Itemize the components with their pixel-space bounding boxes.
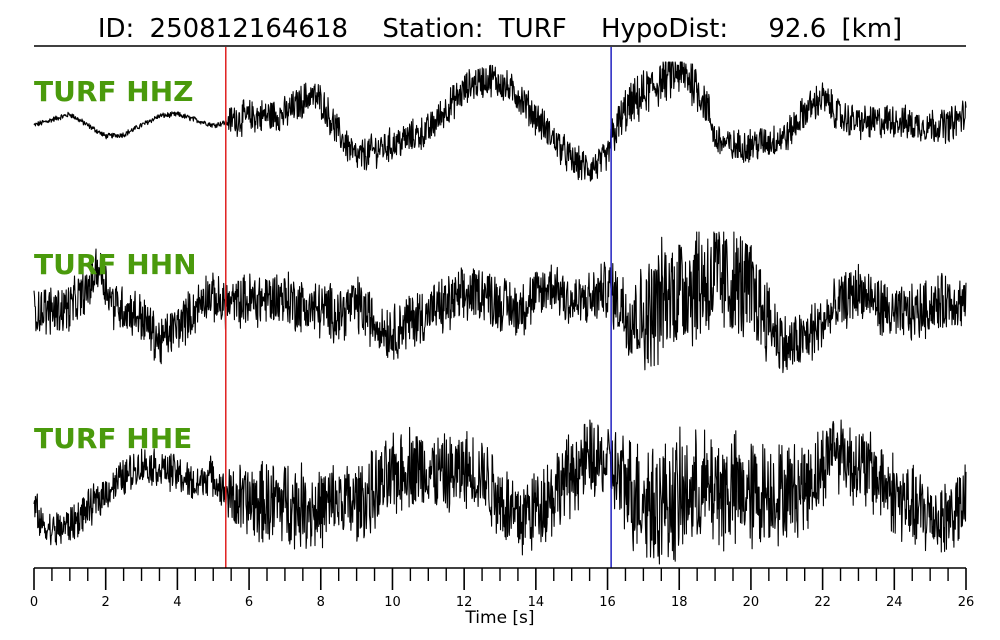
header-title: ID: 250812164618 Station: TURF HypoDist:…	[98, 14, 902, 44]
x-tick-label: 14	[528, 595, 545, 610]
trace-turf-hhz	[33, 61, 967, 182]
station-value: TURF	[498, 14, 567, 44]
station-label: Station:	[382, 14, 483, 44]
trace-turf-hhe	[33, 419, 967, 565]
x-tick-label: 26	[958, 595, 975, 610]
x-tick-label: 18	[671, 595, 688, 610]
channel-label-turf-hhe: TURF HHE	[34, 422, 192, 455]
x-tick-label: 6	[245, 595, 253, 610]
x-tick-label: 22	[814, 595, 831, 610]
x-tick-label: 16	[599, 595, 616, 610]
id-value: 250812164618	[150, 14, 349, 44]
x-axis-label: Time [s]	[464, 608, 534, 628]
x-tick-label: 24	[886, 595, 903, 610]
channel-label-layer: TURF HHZ TURF HHN TURF HHE	[34, 75, 197, 455]
time-axis: 0 2 4 6 8 10 12 14 16 18 20 22 24 26	[30, 567, 975, 610]
x-tick-label: 8	[317, 595, 325, 610]
x-tick-label: 0	[30, 595, 38, 610]
channel-label-turf-hhz: TURF HHZ	[34, 75, 193, 108]
id-label: ID:	[98, 14, 134, 44]
trace-turf-hhn	[33, 231, 967, 374]
hypodist-unit: [km]	[842, 14, 903, 44]
x-tick-label: 10	[384, 595, 401, 610]
x-tick-label: 20	[743, 595, 760, 610]
x-tick-label: 4	[173, 595, 181, 610]
x-tick-label: 2	[102, 595, 110, 610]
trace-layer	[33, 61, 967, 565]
x-tick-label: 12	[456, 595, 473, 610]
hypodist-label: HypoDist:	[601, 14, 728, 44]
hypodist-value: 92.6	[768, 14, 826, 44]
phase-pick-layer	[225, 47, 612, 568]
channel-label-turf-hhn: TURF HHN	[34, 248, 197, 281]
